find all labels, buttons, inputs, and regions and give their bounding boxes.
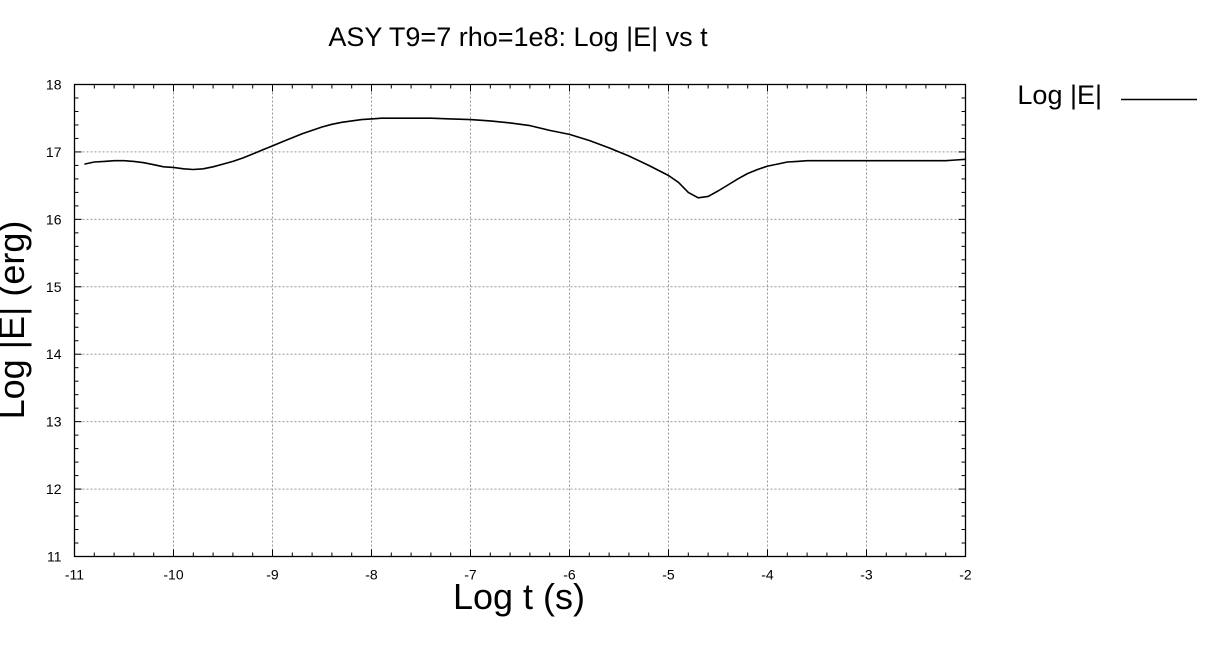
legend-label: Log |E| [1017, 80, 1102, 110]
grid [74, 84, 966, 557]
y-tick-label: 12 [46, 481, 62, 497]
y-tick-label: 11 [47, 549, 62, 565]
x-tick-label: -2 [959, 567, 972, 583]
y-tick-label: 14 [46, 346, 62, 362]
x-tick-label: -10 [163, 567, 183, 583]
axis-ticks [74, 84, 966, 557]
x-tick-label: -4 [761, 567, 774, 583]
y-tick-label: 18 [46, 77, 62, 93]
x-tick-label: -7 [464, 567, 477, 583]
series-line [84, 117, 966, 199]
x-tick-label: -9 [266, 567, 279, 583]
y-axis-label: Log |E| (erg) [0, 221, 32, 420]
y-tick-label: 15 [46, 279, 62, 295]
y-tick-label: 13 [46, 414, 62, 430]
tick-labels: -11 -10 -9 -8 -7 -6 -5 -4 -3 -2 11 12 13 14 15 16 17 18 [46, 77, 972, 583]
chart-title: ASY T9=7 rho=1e8: Log |E| vs t [328, 22, 708, 52]
x-tick-label: -5 [662, 567, 675, 583]
y-tick-label: 16 [46, 211, 62, 227]
x-axis-label: Log t (s) [453, 576, 585, 617]
plot-frame [73, 83, 967, 558]
x-tick-label: -3 [860, 567, 873, 583]
legend: Log |E| [1017, 80, 1197, 110]
series-group [84, 117, 966, 199]
x-tick-label: -6 [563, 567, 576, 583]
y-tick-label: 17 [46, 144, 62, 160]
x-tick-label: -8 [365, 567, 378, 583]
x-tick-label: -11 [65, 567, 84, 583]
